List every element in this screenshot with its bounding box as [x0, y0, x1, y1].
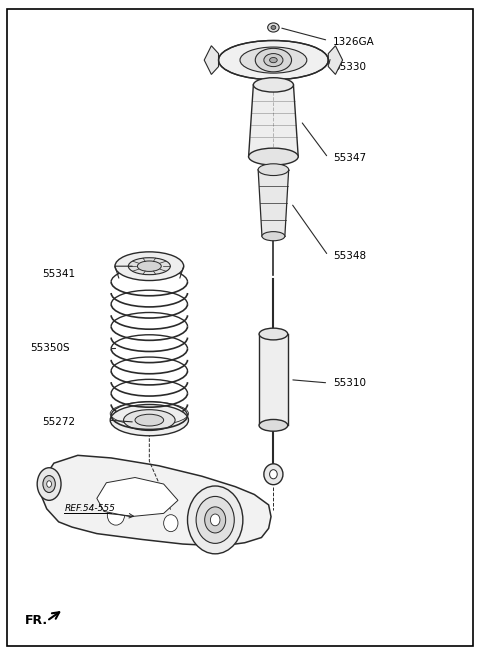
Ellipse shape — [271, 26, 276, 29]
Text: 55310: 55310 — [333, 378, 366, 388]
Ellipse shape — [128, 257, 170, 274]
Text: 55350S: 55350S — [30, 343, 70, 353]
Ellipse shape — [270, 470, 277, 479]
Ellipse shape — [196, 496, 234, 544]
Polygon shape — [97, 477, 178, 517]
Ellipse shape — [264, 464, 283, 485]
Text: 55341: 55341 — [42, 269, 75, 279]
Ellipse shape — [240, 47, 307, 73]
Ellipse shape — [43, 476, 55, 493]
Text: FR.: FR. — [25, 614, 48, 627]
Polygon shape — [328, 46, 343, 75]
Ellipse shape — [258, 164, 288, 176]
Polygon shape — [258, 170, 288, 236]
Ellipse shape — [110, 404, 189, 436]
Ellipse shape — [37, 468, 61, 500]
Ellipse shape — [137, 261, 161, 271]
Ellipse shape — [259, 328, 288, 340]
Polygon shape — [249, 85, 298, 157]
Ellipse shape — [47, 481, 51, 487]
Ellipse shape — [249, 148, 298, 165]
Text: 1326GA: 1326GA — [333, 37, 375, 47]
Text: 55330: 55330 — [333, 62, 366, 71]
Ellipse shape — [164, 515, 178, 532]
Ellipse shape — [204, 507, 226, 533]
Text: 55348: 55348 — [333, 251, 366, 261]
Ellipse shape — [270, 58, 277, 63]
Ellipse shape — [210, 514, 220, 526]
Ellipse shape — [255, 48, 291, 72]
Ellipse shape — [123, 409, 175, 430]
Polygon shape — [204, 46, 218, 75]
Ellipse shape — [108, 506, 124, 525]
Ellipse shape — [188, 486, 243, 554]
Ellipse shape — [115, 252, 184, 280]
Text: 55347: 55347 — [333, 153, 366, 163]
Ellipse shape — [253, 78, 293, 92]
Polygon shape — [259, 334, 288, 425]
Ellipse shape — [268, 23, 279, 32]
Ellipse shape — [262, 232, 285, 241]
Ellipse shape — [259, 419, 288, 431]
Ellipse shape — [264, 54, 283, 67]
Polygon shape — [40, 455, 271, 546]
Ellipse shape — [135, 414, 164, 426]
Text: REF.54-555: REF.54-555 — [64, 504, 115, 514]
Ellipse shape — [218, 41, 328, 80]
Text: 55272: 55272 — [42, 417, 75, 427]
